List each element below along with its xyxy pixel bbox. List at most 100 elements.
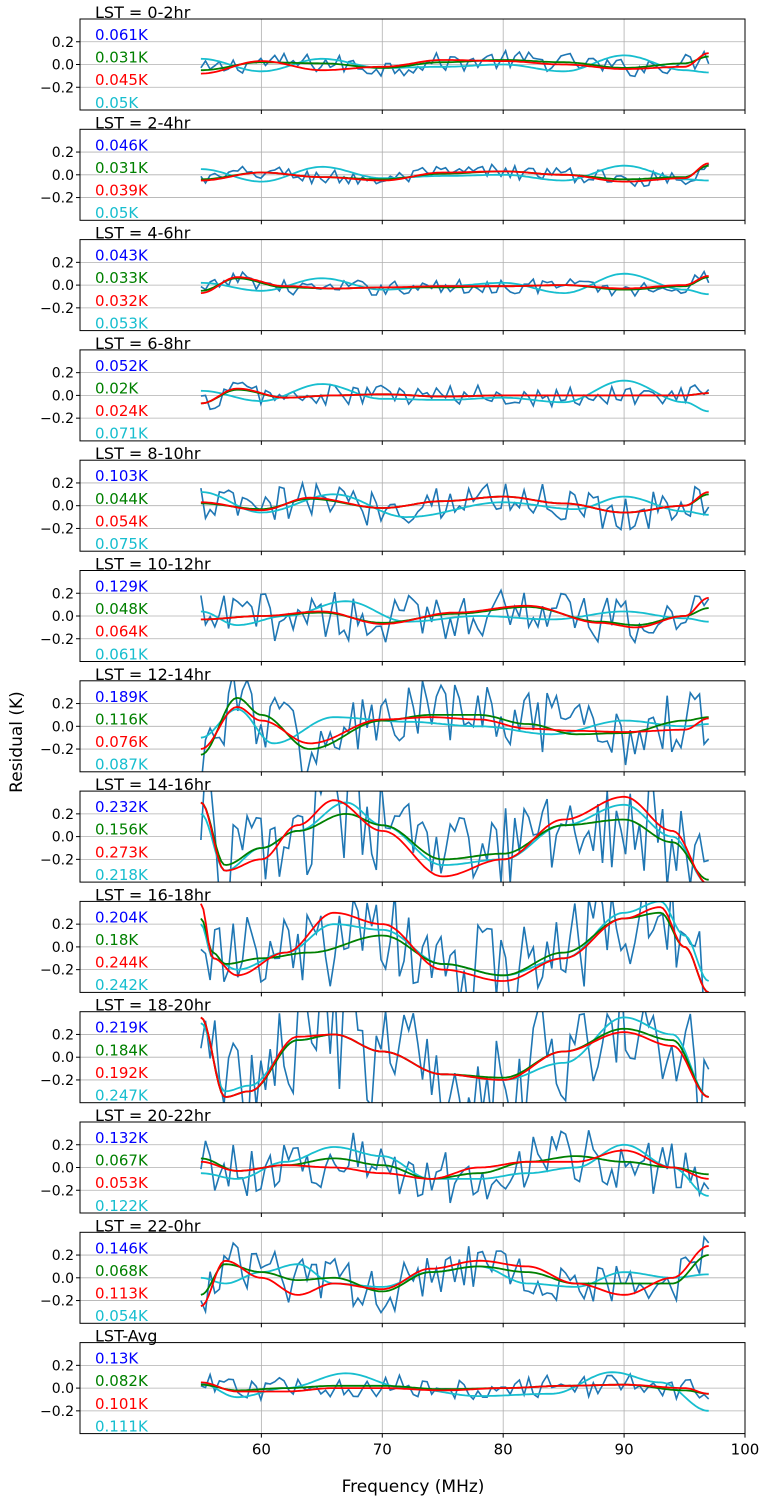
rms-label-1: 0.043K: [95, 247, 149, 265]
panel-plot-area: [200, 48, 710, 78]
panel-title: LST = 14-16hr: [95, 775, 211, 794]
y-tick-label: 0.0: [52, 388, 74, 404]
panel-3: 0.2 0.0 −0.2 LST = 4-6hr 0.043K 0.033K 0.032K 0…: [40, 224, 746, 335]
panel-title: LST = 20-22hr: [95, 1106, 211, 1125]
panel-6: 0.2 0.0 −0.2 LST = 10-12hr 0.129K 0.048K 0.064…: [40, 555, 746, 666]
rms-label-4: 0.061K: [95, 645, 149, 663]
data-series-line: [200, 901, 704, 993]
y-tick-label: 0.0: [52, 1381, 74, 1397]
rms-label-3: 0.053K: [95, 1174, 149, 1192]
y-tick-label: −0.2: [40, 191, 74, 207]
rms-label-4: 0.053K: [95, 314, 149, 332]
cyan-fit-line: [200, 379, 709, 413]
panel-plot-area: [200, 1011, 710, 1103]
rms-label-1: 0.129K: [95, 578, 149, 596]
red-fit-line: [200, 1245, 709, 1308]
rms-label-3: 0.045K: [95, 71, 149, 89]
panel-title: LST = 12-14hr: [95, 665, 211, 684]
panel-title: LST-Avg: [95, 1327, 157, 1346]
panel-4: 0.2 0.0 −0.2 LST = 6-8hr 0.052K 0.02K 0.024K 0.…: [40, 334, 746, 445]
rms-label-3: 0.192K: [95, 1064, 149, 1082]
y-tick-label: 0.0: [52, 1271, 74, 1287]
y-tick-label: −0.2: [40, 963, 74, 979]
rms-label-3: 0.273K: [95, 843, 149, 861]
panel-title: LST = 6-8hr: [95, 334, 191, 353]
panel-5: 0.2 0.0 −0.2 LST = 8-10hr 0.103K 0.044K 0.054K…: [40, 444, 746, 556]
rms-label-4: 0.218K: [95, 866, 149, 884]
panel-9: 0.2 0.0 −0.2 LST = 16-18hr 0.204K 0.18K 0.244K…: [40, 885, 746, 997]
panel-plot-area: [200, 1371, 710, 1412]
rms-label-1: 0.189K: [95, 688, 149, 706]
y-tick-label: 0.2: [52, 476, 74, 492]
rms-label-3: 0.101K: [95, 1395, 149, 1413]
y-tick-label: 0.2: [52, 697, 74, 713]
rms-label-2: 0.031K: [95, 159, 149, 177]
panel-8: 0.2 0.0 −0.2 LST = 14-16hr 0.232K 0.156K 0.273…: [40, 775, 746, 887]
panel-title: LST = 10-12hr: [95, 555, 211, 574]
rms-label-4: 0.05K: [95, 94, 139, 112]
panel-title: LST = 0-2hr: [95, 3, 191, 22]
red-fit-line: [200, 596, 709, 629]
panel-12: 0.2 0.0 −0.2 LST = 22-0hr 0.146K 0.068K 0.113K…: [40, 1216, 746, 1328]
y-tick-label: −0.2: [40, 852, 74, 868]
x-tick-label: 70: [373, 1441, 392, 1459]
rms-label-4: 0.075K: [95, 535, 149, 553]
panel-title: LST = 2-4hr: [95, 113, 191, 132]
panel-plot-area: [200, 269, 710, 298]
y-tick-label: 0.0: [52, 1161, 74, 1177]
cyan-fit-line: [200, 164, 709, 183]
rms-label-4: 0.122K: [95, 1197, 149, 1215]
y-tick-label: 0.2: [52, 807, 74, 823]
red-fit-line: [200, 275, 709, 294]
rms-label-1: 0.061K: [95, 26, 149, 44]
rms-label-3: 0.024K: [95, 402, 149, 420]
cyan-fit-line: [200, 901, 710, 982]
rms-label-2: 0.184K: [95, 1041, 149, 1059]
panel-plot-area: [200, 791, 709, 883]
rms-label-4: 0.242K: [95, 976, 149, 994]
rms-label-1: 0.132K: [95, 1129, 149, 1147]
x-tick-label: 100: [731, 1441, 760, 1459]
rms-label-1: 0.046K: [95, 136, 149, 154]
y-tick-label: 0.0: [52, 609, 74, 625]
rms-label-1: 0.204K: [95, 908, 149, 926]
rms-label-3: 0.054K: [95, 512, 149, 530]
red-fit-line: [200, 795, 706, 883]
panel-plot-area: [200, 680, 710, 772]
rms-label-2: 0.048K: [95, 600, 149, 618]
rms-label-3: 0.032K: [95, 292, 149, 310]
rms-label-2: 0.116K: [95, 710, 149, 728]
y-tick-label: −0.2: [40, 1183, 74, 1199]
panel-2: 0.2 0.0 −0.2 LST = 2-4hr 0.046K 0.031K 0.039K 0…: [40, 113, 746, 225]
panel-plot-area: [200, 162, 710, 188]
data-series-line: [200, 588, 710, 645]
panels-container: 0.2 0.0 −0.2 LST = 0-2hr 0.061K 0.031K 0.045K 0…: [40, 3, 759, 1459]
green-fit-line: [200, 55, 709, 72]
rms-label-3: 0.113K: [95, 1285, 149, 1303]
y-tick-label: 0.2: [52, 255, 74, 271]
rms-label-2: 0.18K: [95, 931, 139, 949]
y-tick-label: −0.2: [40, 1294, 74, 1310]
data-series-line: [200, 1372, 710, 1403]
x-tick-label: 60: [252, 1441, 271, 1459]
data-series-line: [200, 48, 710, 78]
panel-plot-area: [200, 379, 710, 413]
panel-plot-area: [200, 1235, 710, 1315]
panel-7: 0.2 0.0 −0.2 LST = 12-14hr 0.189K 0.116K 0.076…: [40, 665, 746, 776]
rms-label-1: 0.103K: [95, 467, 149, 485]
y-axis-label: Residual (K): [7, 691, 27, 793]
panel-plot-area: [200, 901, 710, 993]
panel-title: LST = 16-18hr: [95, 885, 211, 904]
rms-label-4: 0.071K: [95, 425, 149, 443]
cyan-fit-line: [200, 54, 709, 74]
red-fit-line: [200, 52, 709, 75]
y-tick-label: 0.0: [52, 719, 74, 735]
panel-1: 0.2 0.0 −0.2 LST = 0-2hr 0.061K 0.031K 0.045K 0…: [40, 3, 746, 114]
y-tick-label: 0.2: [52, 1248, 74, 1264]
y-tick-label: 0.0: [52, 830, 74, 846]
y-tick-label: −0.2: [40, 80, 74, 96]
panel-title: LST = 18-20hr: [95, 996, 211, 1015]
rms-label-1: 0.146K: [95, 1239, 149, 1257]
rms-label-4: 0.05K: [95, 204, 139, 222]
